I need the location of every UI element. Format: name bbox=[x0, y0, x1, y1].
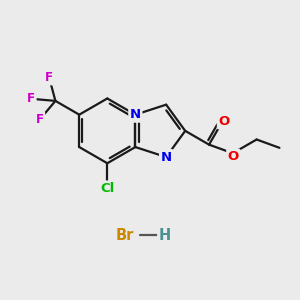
Text: N: N bbox=[160, 151, 172, 164]
Text: O: O bbox=[228, 150, 239, 163]
Text: Br: Br bbox=[116, 228, 134, 243]
Text: O: O bbox=[218, 115, 230, 128]
Text: F: F bbox=[45, 71, 53, 84]
Text: N: N bbox=[130, 108, 141, 121]
Text: F: F bbox=[36, 113, 44, 126]
Text: Cl: Cl bbox=[100, 182, 114, 195]
Text: F: F bbox=[27, 92, 35, 105]
Text: H: H bbox=[159, 228, 171, 243]
